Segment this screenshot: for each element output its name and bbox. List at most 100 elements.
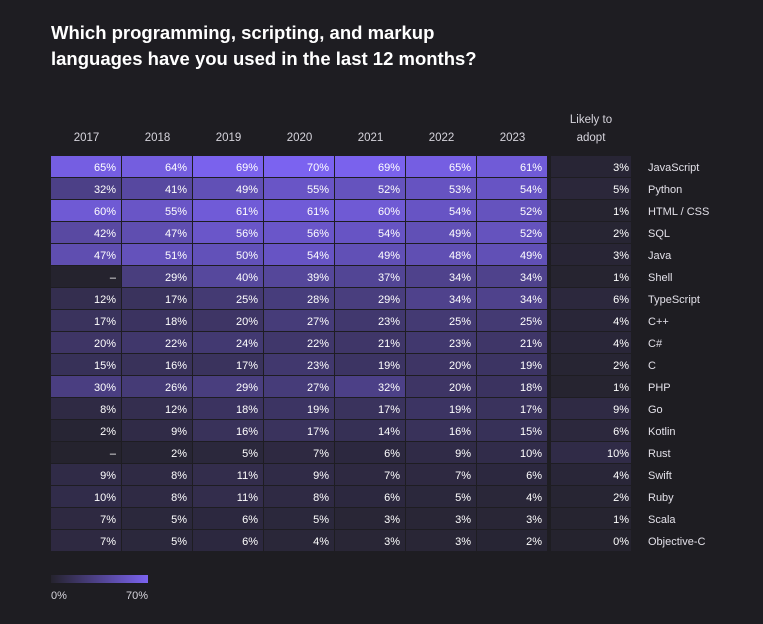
adopt-cell [551, 398, 631, 419]
heat-cell [122, 310, 192, 331]
language-label-php: PHP [648, 382, 671, 394]
cell-value-label: 7% [100, 536, 116, 548]
cell-value-label: 2% [100, 426, 116, 438]
language-label-shell: Shell [648, 272, 672, 284]
cell-value-label: 61% [520, 162, 542, 174]
cell-value-label: 70% [307, 162, 329, 174]
cell-value-label: 7% [313, 448, 329, 460]
heat-cell [51, 332, 121, 353]
cell-value-label: 49% [378, 250, 400, 262]
cell-value-label: 54% [378, 228, 400, 240]
language-label-ruby: Ruby [648, 492, 674, 504]
heat-cell [406, 376, 476, 397]
language-label-html-css: HTML / CSS [648, 206, 709, 218]
heat-cell [335, 442, 405, 463]
cell-value-label: 54% [307, 250, 329, 262]
heat-cell [51, 178, 121, 199]
adopt-cell [551, 266, 631, 287]
adopt-cell [551, 508, 631, 529]
adopt-cell [551, 376, 631, 397]
cell-value-label: 21% [520, 338, 542, 350]
cell-value-label: 60% [378, 206, 400, 218]
heat-cell [51, 376, 121, 397]
heat-cell [264, 156, 334, 177]
cell-value-label: 14% [378, 426, 400, 438]
heat-cell [122, 288, 192, 309]
heat-cell [122, 244, 192, 265]
heat-cell [122, 354, 192, 375]
language-label-objective-c: Objective-C [648, 536, 706, 548]
heat-cell [264, 332, 334, 353]
heat-cell [477, 244, 547, 265]
cell-value-label: 5% [171, 514, 187, 526]
heat-cell [406, 310, 476, 331]
year-header-2023: 2023 [500, 132, 526, 144]
language-label-c: C [648, 360, 656, 372]
heat-cell [477, 266, 547, 287]
cell-value-label: 40% [236, 272, 258, 284]
cell-value-label: 17% [236, 360, 258, 372]
heat-cell [193, 398, 263, 419]
cell-value-label: 65% [94, 162, 116, 174]
heat-cell [406, 288, 476, 309]
cell-value-label: 3% [384, 536, 400, 548]
language-label-go: Go [648, 404, 663, 416]
heat-cell [122, 508, 192, 529]
heat-cell [477, 332, 547, 353]
cell-value-label: 26% [165, 382, 187, 394]
cell-value-label: 10% [94, 492, 116, 504]
heat-cell [264, 310, 334, 331]
cell-value-label: 17% [520, 404, 542, 416]
year-header-2018: 2018 [145, 132, 171, 144]
cell-value-label: 37% [378, 272, 400, 284]
year-header-2022: 2022 [429, 132, 455, 144]
heat-cell [335, 508, 405, 529]
heat-cell [406, 508, 476, 529]
heat-cell [51, 288, 121, 309]
cell-value-label: 56% [307, 228, 329, 240]
cell-value-label: 6% [526, 470, 542, 482]
heat-cell [193, 156, 263, 177]
heat-cell [51, 442, 121, 463]
heat-cell [335, 266, 405, 287]
cell-value-label: 4% [526, 492, 542, 504]
cell-value-label: 29% [378, 294, 400, 306]
heat-cell [51, 266, 121, 287]
cell-value-label: 11% [237, 470, 258, 482]
heat-cell [122, 486, 192, 507]
heat-cell [122, 464, 192, 485]
heat-cell [193, 310, 263, 331]
year-header-2019: 2019 [216, 132, 242, 144]
heat-cell [477, 420, 547, 441]
heat-cell [335, 420, 405, 441]
cell-value-label: 19% [520, 360, 542, 372]
cell-value-label: 28% [307, 294, 329, 306]
heat-cell [264, 464, 334, 485]
heat-cell [406, 486, 476, 507]
heat-cell [335, 156, 405, 177]
heat-cell [264, 442, 334, 463]
heat-cell [51, 354, 121, 375]
cell-value-label: 19% [378, 360, 400, 372]
language-label-c-: C# [648, 338, 663, 350]
adopt-cell [551, 464, 631, 485]
heat-cell [264, 200, 334, 221]
heat-cell [477, 156, 547, 177]
heat-cell [335, 464, 405, 485]
cell-value-label: 34% [449, 272, 471, 284]
chart-title-line-2: languages have you used in the last 12 m… [51, 48, 477, 69]
adopt-value-label: 1% [613, 206, 629, 218]
cell-value-label: 9% [313, 470, 329, 482]
heat-cell [264, 508, 334, 529]
heat-cell [193, 222, 263, 243]
heat-cell [406, 244, 476, 265]
language-label-rust: Rust [648, 448, 671, 460]
cell-value-label: 18% [165, 316, 187, 328]
cell-value-label: 20% [236, 316, 258, 328]
heat-cell [193, 486, 263, 507]
heat-cell [477, 464, 547, 485]
language-label-typescript: TypeScript [648, 294, 700, 306]
heat-cell [477, 530, 547, 551]
cell-value-label: 41% [165, 184, 187, 196]
heat-cell [51, 310, 121, 331]
